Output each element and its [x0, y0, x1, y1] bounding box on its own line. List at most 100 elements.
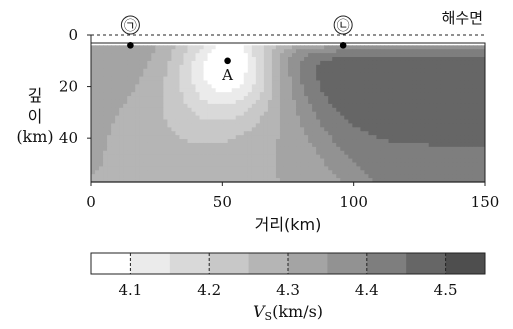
field-cell	[328, 103, 333, 109]
field-cell	[408, 162, 414, 167]
field-cell	[147, 53, 152, 58]
field-cell	[95, 60, 100, 66]
field-cell	[151, 123, 156, 128]
field-cell	[456, 146, 462, 152]
field-cell	[448, 123, 454, 128]
field-cell	[263, 60, 269, 66]
field-cell	[332, 76, 337, 82]
field-cell	[400, 76, 406, 82]
field-cell	[251, 99, 257, 105]
field-cell	[187, 174, 193, 179]
field-cell	[360, 142, 365, 148]
field-cell	[304, 92, 309, 97]
field-cell	[219, 135, 225, 140]
field-cell	[424, 80, 430, 85]
field-cell	[336, 123, 341, 128]
field-cell	[308, 142, 313, 148]
field-cell	[452, 170, 458, 175]
field-cell	[348, 53, 353, 58]
field-cell	[215, 60, 221, 66]
field-cell	[183, 142, 189, 148]
field-cell	[308, 127, 313, 132]
field-cell	[123, 49, 128, 54]
field-cell	[147, 92, 152, 97]
field-cell	[412, 45, 418, 50]
field-cell	[175, 135, 181, 140]
field-cell	[436, 162, 442, 167]
field-cell	[119, 135, 124, 140]
field-cell	[163, 135, 168, 140]
field-cell	[167, 45, 173, 50]
field-cell	[372, 107, 378, 113]
field-cell	[139, 139, 144, 144]
field-cell	[211, 45, 217, 50]
field-cell	[119, 68, 124, 74]
field-cell	[332, 49, 337, 54]
field-cell	[271, 166, 277, 171]
field-cell	[207, 99, 213, 105]
field-cell	[432, 146, 438, 152]
field-cell	[420, 111, 426, 117]
field-cell	[167, 99, 173, 105]
field-cell	[308, 76, 313, 82]
field-cell	[304, 139, 309, 144]
field-cell	[159, 146, 164, 152]
field-cell	[167, 150, 173, 156]
field-cell	[99, 103, 104, 109]
field-cell	[271, 107, 277, 113]
field-cell	[480, 96, 485, 101]
field-cell	[207, 53, 213, 58]
field-cell	[131, 131, 136, 136]
field-cell	[147, 107, 152, 113]
field-cell	[444, 45, 450, 50]
field-cell	[267, 131, 273, 136]
field-cell	[155, 64, 160, 70]
field-cell	[251, 162, 257, 167]
field-cell	[312, 107, 317, 113]
field-cell	[175, 158, 181, 164]
field-cell	[336, 64, 341, 70]
field-cell	[464, 72, 470, 78]
field-cell	[416, 49, 422, 54]
field-cell	[91, 158, 96, 164]
field-cell	[155, 162, 160, 167]
field-cell	[308, 158, 313, 164]
field-cell	[340, 115, 345, 121]
field-cell	[400, 150, 406, 156]
field-cell	[131, 158, 136, 164]
field-cell	[231, 123, 237, 128]
colorbar-swatch	[406, 253, 447, 274]
field-cell	[356, 170, 361, 175]
field-cell	[259, 142, 265, 148]
field-cell	[183, 174, 189, 179]
field-cell	[320, 64, 325, 70]
field-cell	[259, 64, 265, 70]
field-cell	[215, 64, 221, 70]
field-cell	[336, 162, 341, 167]
field-cell	[167, 88, 173, 93]
field-cell	[131, 178, 136, 182]
field-cell	[424, 127, 430, 132]
field-cell	[348, 68, 353, 74]
field-cell	[135, 139, 140, 144]
field-cell	[139, 80, 144, 85]
field-cell	[155, 131, 160, 136]
field-cell	[263, 115, 269, 121]
field-cell	[448, 146, 454, 152]
field-cell	[288, 178, 293, 182]
field-cell	[211, 178, 217, 182]
field-cell	[195, 178, 201, 182]
field-cell	[155, 150, 160, 156]
field-cell	[452, 64, 458, 70]
field-cell	[115, 96, 120, 101]
field-cell	[456, 57, 462, 62]
field-cell	[440, 88, 446, 93]
field-cell	[412, 150, 418, 156]
field-cell	[127, 53, 132, 58]
field-cell	[223, 115, 229, 121]
field-cell	[436, 45, 442, 50]
field-cell	[139, 96, 144, 101]
field-cell	[376, 99, 382, 105]
field-cell	[243, 166, 249, 171]
field-cell	[436, 92, 442, 97]
